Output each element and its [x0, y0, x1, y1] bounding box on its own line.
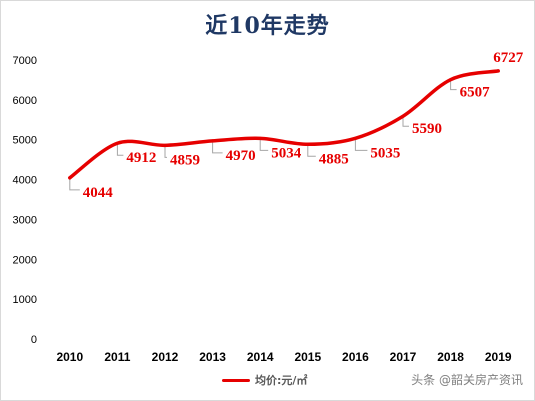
data-label: 5035 [370, 145, 400, 161]
data-point [258, 136, 262, 140]
series-line [68, 69, 500, 180]
y-tick-label: 3000 [13, 214, 37, 226]
x-tick-label: 2012 [152, 350, 179, 364]
x-tick-label: 2010 [56, 350, 83, 364]
data-point [115, 141, 119, 145]
data-point [449, 78, 453, 82]
data-label: 4044 [83, 185, 114, 201]
y-tick-label: 5000 [13, 135, 37, 147]
data-label-leader-line [307, 144, 316, 157]
legend-label: 均价:元/㎡ [255, 374, 308, 387]
data-label-leader-line [116, 143, 124, 156]
x-tick-label: 2017 [390, 350, 417, 364]
legend: 均价:元/㎡ [222, 372, 307, 388]
y-tick-label: 4000 [13, 175, 37, 187]
data-label-leader-line [354, 138, 368, 151]
x-tick-label: 2015 [294, 350, 321, 364]
data-point [401, 114, 405, 118]
data-label: 4885 [319, 151, 349, 167]
data-label-leader-line [450, 79, 457, 91]
data-label-leader-line [259, 138, 269, 151]
data-label-leader-line [402, 116, 409, 127]
y-tick-label: 7000 [13, 55, 37, 67]
data-label: 5034 [271, 145, 302, 161]
x-tick-label: 2016 [342, 350, 369, 364]
legend-line-swatch [222, 378, 250, 382]
watermark-text: 头条 @韶关房产资讯 [411, 372, 523, 387]
data-label: 4912 [126, 150, 156, 166]
x-tick-label: 2018 [437, 350, 464, 364]
y-tick-label: 0 [31, 334, 37, 346]
y-tick-label: 1000 [13, 294, 37, 306]
data-point [163, 143, 167, 147]
data-label-leader-line [164, 145, 167, 158]
y-tick-label: 2000 [13, 254, 37, 266]
data-point [211, 139, 215, 143]
data-point [68, 176, 72, 180]
chart-title: 近10年走势 [205, 13, 330, 39]
data-point [496, 69, 500, 73]
y-tick-label: 6000 [13, 95, 37, 107]
data-label: 5590 [412, 121, 442, 137]
data-label: 4859 [170, 152, 200, 168]
x-tick-label: 2013 [199, 350, 226, 364]
watermark: 头条 @韶关房产资讯 [411, 369, 523, 389]
data-label: 6507 [460, 85, 491, 101]
data-label: 4970 [226, 148, 256, 164]
data-label-leader-line [212, 140, 223, 154]
data-point [353, 136, 357, 140]
x-tick-label: 2019 [485, 350, 512, 364]
x-tick-label: 2011 [104, 350, 130, 364]
data-point [306, 142, 310, 146]
x-tick-label: 2014 [247, 350, 274, 364]
data-label: 6727 [493, 50, 524, 66]
data-label-leader-line [69, 177, 80, 191]
